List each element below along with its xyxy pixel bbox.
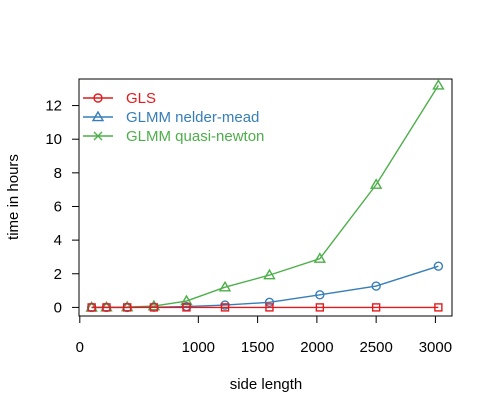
y-tick-label: 0	[54, 299, 62, 316]
y-axis-title: time in hours	[5, 154, 22, 240]
y-tick-label: 4	[54, 232, 62, 249]
data-point	[91, 110, 105, 122]
legend: GLS GLMM nelder-mead GLMM quasi-newton	[83, 90, 264, 145]
legend-label: GLMM quasi-newton	[126, 128, 264, 145]
legend-item: GLMM quasi-newton	[83, 128, 264, 145]
legend-item: GLS	[83, 90, 156, 107]
series-layer	[85, 78, 445, 313]
legend-label: GLS	[126, 90, 156, 107]
data-point	[265, 303, 274, 312]
x-axis-title: side length	[230, 376, 303, 393]
data-point	[93, 93, 103, 103]
legend-label: GLMM nelder-mead	[126, 109, 259, 126]
data-point	[263, 268, 276, 280]
data-point	[220, 303, 230, 312]
x-tick-label: 2500	[359, 339, 392, 356]
data-point	[264, 297, 275, 308]
data-point	[369, 178, 383, 189]
x-tick-label: 0	[76, 339, 84, 356]
data-point	[93, 131, 103, 141]
data-point	[434, 303, 443, 312]
y-tick-label: 10	[45, 131, 62, 148]
data-point	[149, 303, 159, 312]
data-point	[432, 78, 445, 90]
y-tick-label: 8	[54, 165, 62, 182]
legend-item: GLMM nelder-mead	[83, 109, 259, 126]
data-point	[315, 290, 325, 300]
y-axis: 0 2 4 6 8 10 12	[45, 98, 80, 316]
data-point	[433, 261, 444, 271]
y-tick-label: 6	[54, 198, 62, 215]
x-tick-label: 1500	[241, 339, 274, 356]
data-point	[147, 299, 161, 311]
series-gls	[87, 303, 443, 312]
data-point	[87, 303, 96, 312]
x-axis: 0 1000 1500 2000 2500 3000	[76, 315, 452, 356]
data-point	[218, 280, 232, 292]
x-tick-label: 3000	[419, 339, 452, 356]
y-tick-label: 12	[45, 98, 62, 115]
data-point	[102, 303, 111, 312]
data-point	[313, 252, 327, 263]
y-tick-label: 2	[54, 266, 62, 283]
data-point	[123, 303, 132, 312]
x-tick-label: 1000	[182, 339, 215, 356]
x-tick-label: 2000	[300, 339, 333, 356]
data-point	[180, 294, 193, 306]
data-point	[371, 281, 381, 291]
data-point	[182, 303, 191, 312]
data-point	[315, 303, 325, 312]
data-point	[371, 303, 381, 312]
series-glmm-nelder-mead	[86, 261, 444, 313]
